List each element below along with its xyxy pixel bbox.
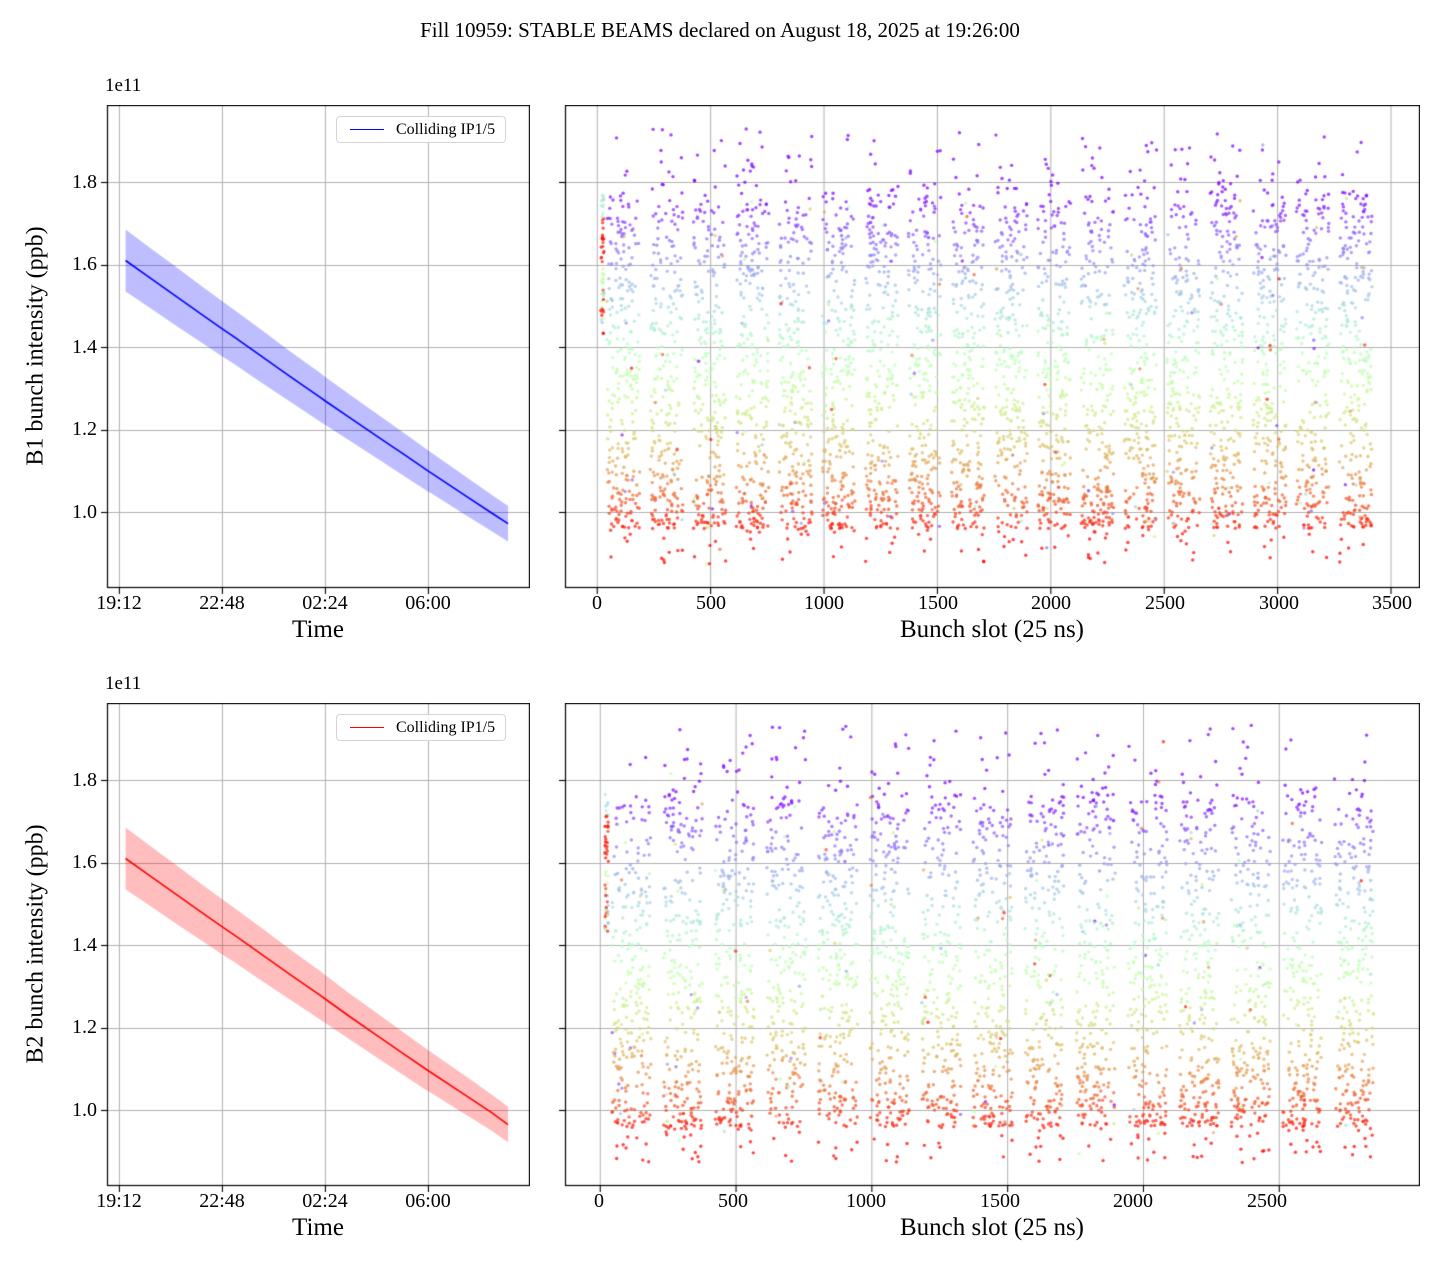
b1-slots-x-axis-label: Bunch slot (25 ns) [899,616,1085,643]
b1-ytick-1.4: 1.4 [72,336,97,358]
b2-xtick-0600: 06:00 [405,1190,451,1212]
b1-slots-xtick-2000: 2000 [1031,592,1071,614]
b1-xtick-0224: 02:24 [302,592,348,614]
b1-xtick-1912: 19:12 [96,592,142,614]
b2-slots-plot-canvas [557,703,1420,1194]
b1-offset-text: 1e11 [105,75,142,96]
b1-slots-xtick-3500: 3500 [1372,592,1412,614]
b2-slots-xtick-2000: 2000 [1113,1190,1153,1212]
b2-ytick-1.8: 1.8 [72,769,97,791]
b1-slots-xtick-500: 500 [696,592,726,614]
b1-slots-plot-canvas [557,105,1420,596]
b2-xtick-0224: 02:24 [302,1190,348,1212]
b1-time-x-axis-label: Time [292,616,344,643]
b2-slots-xtick-500: 500 [718,1190,748,1212]
b2-ytick-1.4: 1.4 [72,934,97,956]
b2-xtick-1912: 19:12 [96,1190,142,1212]
b2-time-plot-canvas [99,703,530,1194]
figure-title: Fill 10959: STABLE BEAMS declared on Aug… [420,18,1020,42]
b1-slots-xtick-1000: 1000 [804,592,844,614]
b1-slots-xtick-0: 0 [592,592,602,614]
b1-slots-xtick-3000: 3000 [1259,592,1299,614]
b2-time-x-axis-label: Time [292,1214,344,1241]
b1-ytick-1.2: 1.2 [72,418,97,440]
b1-legend: Colliding IP1/5 [336,116,507,143]
b2-legend-line-sample [350,727,384,728]
b2-ytick-1.6: 1.6 [72,851,97,873]
b2-slots-xtick-1000: 1000 [846,1190,886,1212]
b1-legend-label: Colliding IP1/5 [396,120,496,138]
b1-ytick-1.0: 1.0 [72,501,97,523]
b2-slots-xtick-1500: 1500 [980,1190,1020,1212]
b1-slots-xtick-1500: 1500 [918,592,958,614]
b1-slots-xtick-2500: 2500 [1145,592,1185,614]
b1-time-plot-canvas [99,105,530,596]
b2-legend: Colliding IP1/5 [336,714,507,741]
b2-offset-text: 1e11 [105,673,142,694]
b2-slots-xtick-2500: 2500 [1247,1190,1287,1212]
b1-xtick-0600: 06:00 [405,592,451,614]
b2-legend-label: Colliding IP1/5 [396,718,496,736]
b2-ytick-1.0: 1.0 [72,1099,97,1121]
b1-xtick-2248: 22:48 [199,592,245,614]
b1-legend-line-sample [350,129,384,130]
b1-ytick-1.8: 1.8 [72,171,97,193]
b2-slots-xtick-0: 0 [594,1190,604,1212]
b2-slots-x-axis-label: Bunch slot (25 ns) [899,1214,1085,1241]
b1-ytick-1.6: 1.6 [72,253,97,275]
b2-xtick-2248: 22:48 [199,1190,245,1212]
b2-ytick-1.2: 1.2 [72,1016,97,1038]
